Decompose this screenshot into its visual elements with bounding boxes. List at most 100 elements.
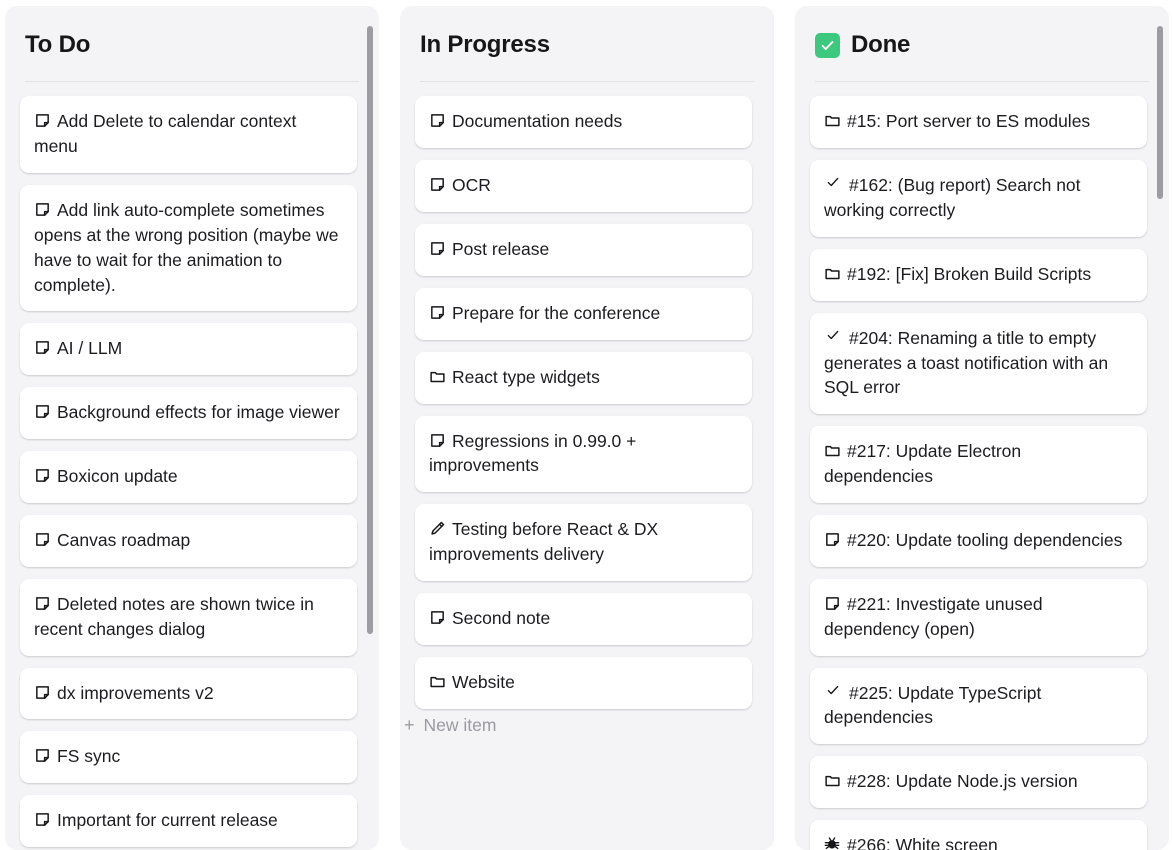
card[interactable]: Documentation needs (415, 96, 752, 149)
card[interactable]: Add Delete to calendar context menu (20, 96, 357, 174)
note-icon (34, 684, 51, 701)
plus-icon: + (404, 715, 415, 736)
new-item-button-in-progress[interactable]: + New item (400, 709, 774, 754)
column-title-in-progress: In Progress (420, 31, 550, 58)
new-item-label: New item (423, 714, 497, 735)
column-divider-in-progress (420, 81, 754, 83)
card[interactable]: #192: [Fix] Broken Build Scripts (810, 248, 1147, 301)
column-card-list-todo: Add Delete to calendar context menu Add l… (5, 82, 379, 850)
card-title: React type widgets (452, 366, 600, 387)
card[interactable]: Important for current release (20, 795, 357, 848)
card-title: Second note (452, 607, 551, 628)
column-header-in-progress: In Progress (400, 6, 774, 58)
note-icon (824, 595, 841, 612)
column-scrollbar-done[interactable] (1154, 6, 1166, 850)
checkbox-checked-icon (815, 32, 840, 58)
card[interactable]: #204: Renaming a title to empty generate… (810, 312, 1147, 415)
card[interactable]: Background effects for image viewer (20, 387, 357, 440)
column-title-done: Done (851, 31, 911, 58)
card-title: Add link auto-complete sometimes opens a… (34, 200, 339, 295)
card[interactable]: Regressions in 0.99.0 + improvements (415, 415, 752, 493)
card[interactable]: Website (415, 656, 752, 709)
column-scrollbar-todo[interactable] (364, 6, 376, 850)
note-icon (34, 595, 51, 612)
note-icon (429, 432, 446, 449)
card-title: #266: White screen (847, 835, 998, 850)
card[interactable]: #15: Port server to ES modules (810, 96, 1147, 149)
card-title: #221: Investigate unused dependency (ope… (824, 593, 1043, 639)
column-divider-done (815, 81, 1149, 83)
check-icon (826, 175, 840, 192)
card[interactable]: #162: (Bug report) Search not working co… (810, 160, 1147, 237)
bug-icon (824, 836, 841, 850)
card-title: #15: Port server to ES modules (847, 111, 1091, 132)
card-title: Website (452, 671, 515, 692)
card-title: Add Delete to calendar context menu (34, 111, 297, 157)
card-title: Regressions in 0.99.0 + improvements (429, 430, 637, 476)
folder-icon (824, 112, 841, 129)
folder-icon (824, 772, 841, 789)
card[interactable]: Second note (415, 592, 752, 645)
card[interactable]: Canvas roadmap (20, 514, 357, 567)
note-icon (34, 339, 51, 356)
board-column-todo: To Do Add Delete to calendar context menu… (5, 6, 379, 850)
card[interactable]: #266: White screen (810, 820, 1147, 850)
card-title: #228: Update Node.js version (847, 771, 1078, 792)
card[interactable]: React type widgets (415, 351, 752, 404)
card-title: Testing before React & DX improvements d… (429, 519, 659, 565)
note-icon (429, 304, 446, 321)
card[interactable]: OCR (415, 160, 752, 213)
card[interactable]: #221: Investigate unused dependency (ope… (810, 578, 1147, 656)
card[interactable]: dx improvements v2 (20, 667, 357, 720)
card-title: FS sync (57, 746, 121, 767)
note-icon (34, 467, 51, 484)
card-title: Important for current release (57, 810, 278, 831)
card-title: OCR (452, 175, 491, 196)
card-title: #217: Update Electron dependencies (824, 441, 1022, 487)
board-column-in-progress: In Progress Documentation needs OCR Post re… (400, 6, 774, 850)
card-title: #220: Update tooling dependencies (847, 529, 1123, 550)
card-title: Canvas roadmap (57, 529, 191, 550)
card[interactable]: #217: Update Electron dependencies (810, 426, 1147, 503)
card[interactable]: AI / LLM (20, 323, 357, 376)
column-card-list-done: #15: Port server to ES modules #162: (Bug… (795, 82, 1169, 850)
note-icon (824, 531, 841, 548)
card[interactable]: Post release (415, 224, 752, 276)
card-title: Background effects for image viewer (57, 402, 340, 423)
scrollbar-thumb[interactable] (1157, 26, 1163, 200)
folder-icon (824, 442, 841, 459)
note-icon (34, 747, 51, 764)
column-title-todo: To Do (25, 31, 91, 58)
card-title: Post release (452, 239, 550, 260)
card-title: Documentation needs (452, 111, 623, 132)
card[interactable]: #220: Update tooling dependencies (810, 514, 1147, 567)
note-icon (34, 112, 51, 129)
card[interactable]: FS sync (20, 731, 357, 784)
card[interactable]: Deleted notes are shown twice in recent … (20, 578, 357, 656)
column-header-done: Done (795, 6, 1169, 58)
card[interactable]: #228: Update Node.js version (810, 756, 1147, 809)
card[interactable]: Boxicon update (20, 451, 357, 503)
folder-icon (429, 368, 446, 385)
note-icon (429, 112, 446, 129)
note-icon (429, 609, 446, 626)
column-header-todo: To Do (5, 6, 379, 58)
card[interactable]: Add link auto-complete sometimes opens a… (20, 185, 357, 312)
note-icon (34, 811, 51, 828)
card-title: AI / LLM (57, 338, 123, 359)
scrollbar-thumb[interactable] (367, 26, 373, 634)
card[interactable]: Testing before React & DX improvements d… (415, 504, 752, 581)
card[interactable]: #225: Update TypeScript dependencies (810, 667, 1147, 745)
note-icon (34, 201, 51, 218)
pencil-icon (429, 520, 446, 537)
card-title: #204: Renaming a title to empty generate… (824, 327, 1109, 398)
card-title: #225: Update TypeScript dependencies (824, 682, 1042, 728)
card[interactable]: Prepare for the conference (415, 287, 752, 340)
folder-icon (824, 265, 841, 282)
card-title: Boxicon update (57, 466, 178, 487)
column-divider-todo (25, 81, 359, 83)
card-title: #162: (Bug report) Search not working co… (824, 175, 1081, 221)
card-title: Deleted notes are shown twice in recent … (34, 593, 314, 639)
card-title: dx improvements v2 (57, 682, 214, 703)
